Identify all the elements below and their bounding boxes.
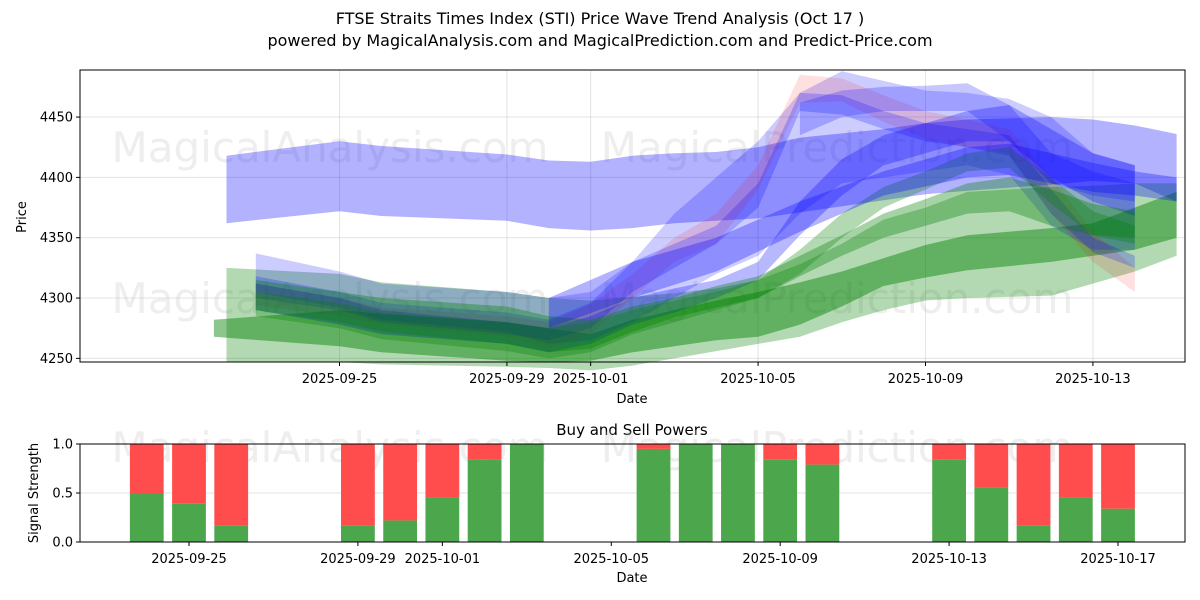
main-x-tick-label: 2025-10-01 <box>553 372 629 387</box>
main-x-axis-label: Date <box>616 392 647 407</box>
wave-band-wave-green-dark-1 <box>255 177 1135 353</box>
main-plot-frame <box>79 69 1186 363</box>
buy-sell-bars <box>129 444 1135 542</box>
main-y-tick-label: 4400 <box>40 171 73 186</box>
bottom-y-ticks: 0.0 0.5 1.0 <box>52 438 80 551</box>
watermark-magicalprediction-top: MagicalPrediction.com <box>601 123 1074 172</box>
bottom-x-tick-label: 2025-09-29 <box>320 552 396 567</box>
wave-band-blue-upper-late <box>799 83 1135 202</box>
price-wave-chart: MagicalAnalysis.com MagicalPrediction.co… <box>15 69 1186 407</box>
main-y-ticks: 4250 4300 4350 4400 4450 <box>40 111 80 367</box>
chart-subtitle: powered by MagicalAnalysis.com and Magic… <box>267 31 933 50</box>
buy-bar <box>932 459 966 542</box>
sell-bar <box>1058 444 1093 498</box>
main-y-tick-label: 4250 <box>40 352 73 367</box>
main-y-tick-label: 4450 <box>40 111 73 126</box>
sell-bar <box>129 444 164 493</box>
chart-title: FTSE Straits Times Index (STI) Price Wav… <box>335 9 865 28</box>
main-y-axis-label: Price <box>15 201 30 233</box>
sell-bar <box>974 444 1009 488</box>
bottom-x-tick-label: 2025-10-13 <box>911 552 987 567</box>
bottom-y-tick-label: 0.5 <box>52 487 73 502</box>
sell-bar <box>763 444 798 460</box>
buy-sell-title: Buy and Sell Powers <box>556 421 708 439</box>
bottom-x-tick-label: 2025-09-25 <box>151 552 227 567</box>
sell-bar <box>383 444 418 521</box>
sell-bar <box>467 444 502 460</box>
wave-band-blue-dark-late <box>548 143 1177 329</box>
buy-bar <box>678 444 713 542</box>
buy-bar <box>129 493 164 542</box>
wave-band-wave-blue-3 <box>255 105 1135 353</box>
buy-bar <box>341 525 375 542</box>
buy-bar <box>636 448 671 542</box>
bottom-x-tick-label: 2025-10-05 <box>573 552 649 567</box>
main-y-tick-label: 4350 <box>40 231 73 246</box>
wave-band-wave-blue-1 <box>255 71 1135 344</box>
bottom-y-tick-label: 1.0 <box>52 438 73 453</box>
buy-bar <box>1058 497 1093 542</box>
sell-bar <box>932 444 966 460</box>
bottom-x-axis-label: Date <box>616 571 647 586</box>
bottom-x-ticks: 2025-09-25 2025-09-29 2025-10-01 2025-10-05… <box>151 542 1156 567</box>
buy-bar <box>425 497 460 542</box>
buy-sell-chart: Buy and Sell Powers MagicalAnalysis.com … <box>27 421 1186 586</box>
main-x-tick-label: 2025-10-05 <box>720 372 796 387</box>
buy-bar <box>763 459 798 542</box>
watermark-magicalanalysis-top: MagicalAnalysis.com <box>112 123 549 172</box>
wave-band-blue-wide-upper <box>226 117 1177 231</box>
wave-bands <box>213 71 1177 371</box>
wave-band-green-mid-band <box>213 191 1177 362</box>
watermark-magicalanalysis-mid: MagicalAnalysis.com <box>112 274 549 323</box>
main-x-tick-label: 2025-10-13 <box>1055 372 1131 387</box>
buy-bar <box>214 525 249 542</box>
buy-bar <box>467 459 502 542</box>
buy-bar <box>805 464 840 542</box>
buy-bar <box>1016 525 1051 542</box>
sell-bar <box>214 444 249 526</box>
buy-bar <box>383 520 418 542</box>
sell-bar <box>636 444 671 449</box>
main-x-tick-label: 2025-09-25 <box>302 372 378 387</box>
buy-bar <box>172 503 206 542</box>
main-x-ticks: 2025-09-25 2025-09-29 2025-10-01 2025-10-05… <box>302 362 1131 387</box>
bottom-x-tick-label: 2025-10-01 <box>405 552 481 567</box>
sell-bar <box>805 444 840 465</box>
sell-bar <box>425 444 460 498</box>
sell-bar <box>1016 444 1051 526</box>
sell-bar <box>1101 444 1135 509</box>
main-x-tick-label: 2025-10-09 <box>888 372 964 387</box>
sell-bar <box>341 444 375 526</box>
main-watermarks: MagicalAnalysis.com MagicalPrediction.co… <box>112 123 1074 323</box>
bottom-y-tick-label: 0.0 <box>52 536 73 551</box>
bottom-y-axis-label: Signal Strength <box>27 443 42 543</box>
bottom-x-tick-label: 2025-10-17 <box>1080 552 1156 567</box>
buy-bar <box>509 444 544 542</box>
buy-bar <box>721 444 755 542</box>
wave-band-green-light-wide <box>226 183 1177 371</box>
bottom-x-tick-label: 2025-10-09 <box>742 552 818 567</box>
main-y-tick-label: 4300 <box>40 292 73 307</box>
sell-bar <box>172 444 206 504</box>
watermark-magicalprediction-mid: MagicalPrediction.com <box>601 274 1074 323</box>
buy-bar <box>1101 508 1135 542</box>
buy-bar <box>974 487 1009 542</box>
main-x-tick-label: 2025-09-29 <box>469 372 545 387</box>
main-grid <box>80 70 1185 362</box>
